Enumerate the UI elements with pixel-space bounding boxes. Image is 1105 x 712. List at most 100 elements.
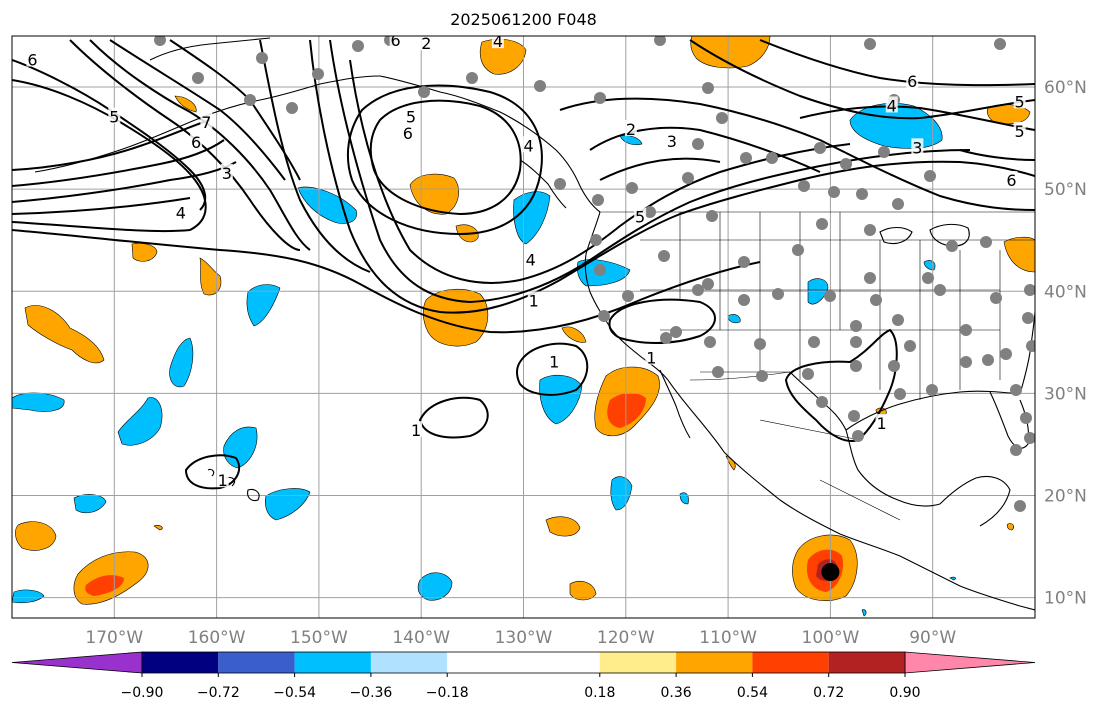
station-dot: [798, 180, 810, 192]
contour-label-bg: [26, 50, 39, 67]
lon-tick-label: 170°W: [85, 628, 143, 648]
station-dot: [892, 314, 904, 326]
station-dot: [960, 356, 972, 368]
contour-label-bg: [634, 207, 647, 224]
contour-label-bg: [174, 203, 187, 220]
station-dot: [848, 410, 860, 422]
station-dot: [154, 36, 166, 46]
station-dot: [808, 336, 820, 348]
contour-label: 6: [27, 51, 37, 70]
station-dot: [850, 320, 862, 332]
contour-label: 4: [887, 96, 897, 115]
contour-label-bg: [885, 96, 898, 113]
station-dot: [594, 264, 606, 276]
station-dot: [888, 360, 900, 372]
station-dot: [850, 336, 862, 348]
lat-tick-label: 50°N: [1044, 180, 1087, 200]
contour-label: 6: [391, 31, 401, 50]
station-dot: [904, 340, 916, 352]
colorbar-tick-label: −0.54: [273, 685, 316, 701]
lat-tick-label: 10°N: [1044, 589, 1087, 609]
station-dot: [740, 152, 752, 164]
contour-label: 5: [1015, 92, 1025, 111]
contour-label-bg: [548, 352, 561, 369]
lon-tick-label: 90°W: [909, 628, 956, 648]
contour-label-bg: [410, 421, 423, 438]
contour-label: 1: [529, 291, 539, 310]
contour-label-bg: [389, 36, 402, 48]
station-dot: [244, 94, 256, 106]
station-dot: [960, 324, 972, 336]
lat-tick-label: 60°N: [1044, 78, 1087, 98]
contour-label: 5: [109, 108, 119, 127]
station-dot: [756, 370, 768, 382]
station-dot: [982, 354, 994, 366]
station-dot: [660, 332, 672, 344]
contour-label-bg: [190, 133, 203, 150]
colorbar: −0.90 −0.72 −0.54 −0.36 −0.18 0.18 0.36 0.54 0.7…: [11, 651, 1036, 701]
station-dot: [864, 38, 876, 50]
station-dot: [626, 182, 638, 194]
contour-label-bg: [401, 124, 414, 141]
station-dot: [534, 80, 546, 92]
contour-label: 4: [526, 251, 536, 270]
colorbar-tick-label: −0.90: [121, 685, 164, 701]
contour-label: 6: [403, 124, 413, 143]
storm-center-marker: [821, 563, 840, 582]
station-dot: [286, 102, 298, 114]
station-dot: [792, 244, 804, 256]
map-title: 2025061200 F048: [450, 10, 597, 29]
station-dot: [670, 326, 682, 338]
contour-label: 3: [222, 164, 232, 183]
station-dot: [864, 272, 876, 284]
station-dot: [922, 272, 934, 284]
station-dot: [702, 278, 714, 290]
contour-label: 1: [549, 353, 559, 372]
colorbar-tick-label: −0.36: [349, 685, 392, 701]
station-dot: [1000, 348, 1012, 360]
station-dot: [840, 158, 852, 170]
station-dot: [716, 112, 728, 124]
lon-tick-label: 100°W: [802, 628, 860, 648]
colorbar-bin: [599, 652, 677, 673]
station-dot: [1020, 412, 1032, 424]
lon-tick-label: 130°W: [495, 628, 553, 648]
colorbar-bin: [218, 652, 295, 673]
station-dot: [934, 284, 946, 296]
contour-label: 5: [635, 208, 645, 227]
colorbar-tick-label: 0.18: [584, 685, 615, 701]
contour-label: 6: [907, 72, 917, 91]
station-dot: [706, 210, 718, 222]
station-dot: [682, 172, 694, 184]
contour-label: 5: [406, 108, 416, 127]
colorbar-tick-label: −0.72: [197, 685, 240, 701]
contour-label-bg: [420, 36, 433, 51]
contour-label-bg: [522, 136, 535, 153]
colorbar-tick-label: −0.18: [426, 685, 469, 701]
contour-label-bg: [906, 71, 919, 88]
station-dot: [864, 224, 876, 236]
longitude-labels: 170°W 160°W 150°W 140°W 130°W 120°W 110°W 100°W…: [85, 628, 956, 648]
contour-label: 2: [421, 34, 431, 53]
station-dot: [816, 396, 828, 408]
colorbar-bin: [752, 652, 829, 673]
lon-tick-label: 150°W: [290, 628, 348, 648]
station-dot: [654, 36, 666, 46]
lon-tick-label: 110°W: [699, 628, 757, 648]
contour-label: 4: [176, 204, 186, 223]
station-dot: [738, 256, 750, 268]
station-dot: [1026, 340, 1035, 352]
lon-tick-label: 160°W: [188, 628, 246, 648]
station-dot: [990, 292, 1002, 304]
contour-label: 1: [646, 349, 656, 368]
contour-label-bg: [875, 414, 888, 430]
station-dot: [892, 198, 904, 210]
colorbar-frame: [141, 651, 906, 674]
lon-tick-label: 120°W: [597, 628, 655, 648]
station-dot: [926, 384, 938, 396]
station-dot: [1024, 284, 1035, 296]
station-dot: [924, 170, 936, 182]
contour-label: 2: [626, 120, 636, 139]
